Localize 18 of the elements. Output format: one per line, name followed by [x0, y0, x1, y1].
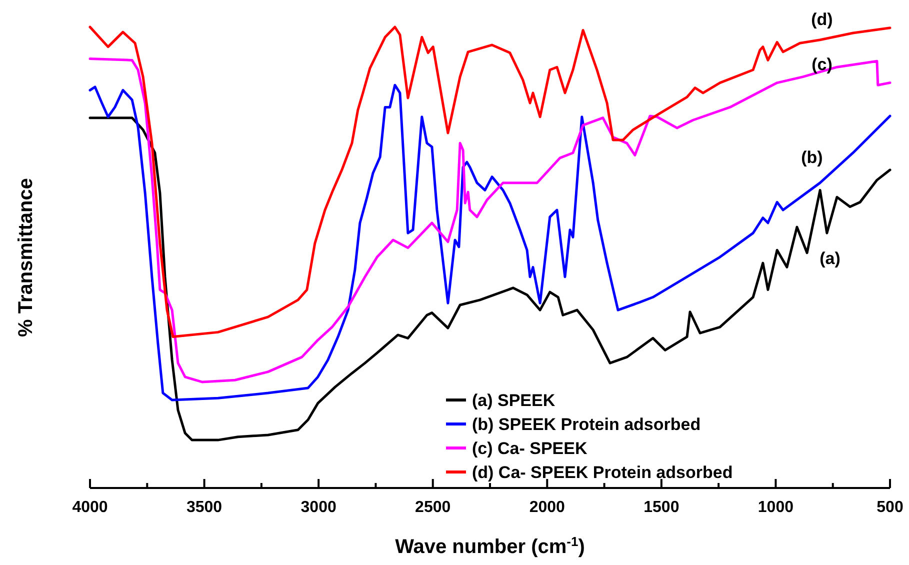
- legend-label: (b) SPEEK Protein adsorbed: [472, 415, 701, 434]
- x-tick-label: 4000: [72, 499, 108, 516]
- y-axis-title: % Transmittance: [15, 178, 37, 337]
- x-tick-label: 500: [876, 499, 904, 516]
- x-tick-label: 1500: [644, 499, 680, 516]
- annotation: (c): [812, 55, 832, 74]
- legend-label: (a) SPEEK: [472, 391, 556, 410]
- annotation: (d): [811, 10, 833, 29]
- x-tick-label: 3000: [300, 499, 336, 516]
- annotation: (a): [820, 249, 840, 268]
- x-tick-label: 2000: [529, 499, 566, 516]
- legend-label: (d) Ca- SPEEK Protein adsorbed: [472, 463, 733, 482]
- x-tick-label: 3500: [186, 499, 222, 516]
- x-axis-title: Wave number (cm$^{-1}$): [395, 534, 585, 558]
- annotation: (b): [801, 148, 823, 167]
- x-tick-label: 1000: [758, 499, 794, 516]
- x-tick-label: 2500: [415, 499, 451, 516]
- legend-label: (c) Ca- SPEEK: [472, 439, 588, 458]
